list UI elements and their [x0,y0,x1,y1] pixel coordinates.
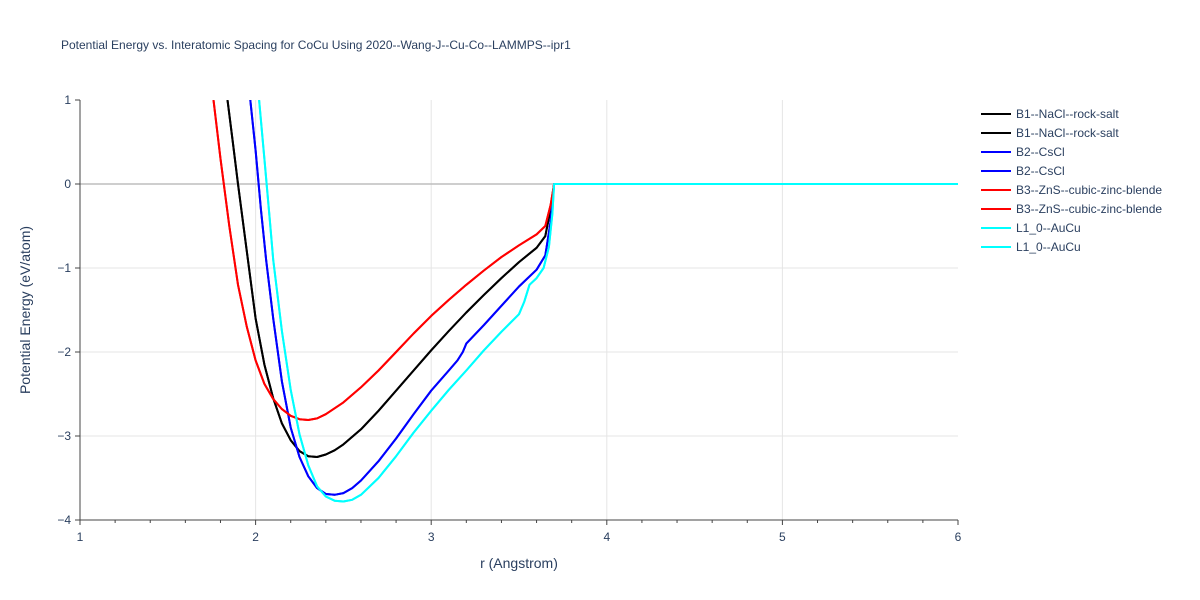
series-line-b1-nacl-rock-salt-1 [226,100,958,458]
x-tick-labels: 1 2 3 4 5 6 [77,530,962,544]
y-tick-label: −4 [57,513,71,527]
legend-label: B2--CsCl [1016,164,1065,178]
x-tick-label: 2 [252,530,259,544]
series-line-b3-zns-cubic-zinc-blende-5 [212,100,958,421]
y-tick-label: −2 [57,345,71,359]
chart-title: Potential Energy vs. Interatomic Spacing… [61,38,571,52]
y-tick-labels: 1 0 −1 −2 −3 −4 [57,93,71,527]
series-line-b2-cscl-3 [249,100,958,496]
legend-item[interactable]: L1_0--AuCu [981,221,1081,235]
x-tick-label: 6 [955,530,962,544]
y-tick-label: 1 [64,93,71,107]
x-tick-label: 4 [603,530,610,544]
legend-item[interactable]: B3--ZnS--cubic-zinc-blende [981,183,1162,197]
legend-label: B2--CsCl [1016,145,1065,159]
y-axis-title: Potential Energy (eV/atom) [17,226,33,394]
grid-lines [75,99,959,525]
legend-label: B1--NaCl--rock-salt [1016,126,1119,140]
series-lines [212,100,958,503]
legend-label: L1_0--AuCu [1016,221,1081,235]
axes [79,100,958,521]
legend-label: L1_0--AuCu [1016,240,1081,254]
y-tick-label: 0 [64,177,71,191]
legend[interactable]: B1--NaCl--rock-salt B1--NaCl--rock-salt B2… [981,107,1162,254]
legend-item[interactable]: B3--ZnS--cubic-zinc-blende [981,202,1162,216]
legend-label: B1--NaCl--rock-salt [1016,107,1119,121]
legend-item[interactable]: B1--NaCl--rock-salt [981,126,1119,140]
x-tick-label: 1 [77,530,84,544]
legend-item[interactable]: L1_0--AuCu [981,240,1081,254]
legend-item[interactable]: B2--CsCl [981,164,1065,178]
series-line-l1-0-aucu-7 [258,100,958,503]
legend-item[interactable]: B1--NaCl--rock-salt [981,107,1119,121]
y-tick-label: −3 [57,429,71,443]
x-tick-label: 5 [779,530,786,544]
legend-item[interactable]: B2--CsCl [981,145,1065,159]
y-tick-label: −1 [57,261,71,275]
legend-label: B3--ZnS--cubic-zinc-blende [1016,183,1162,197]
x-axis-title: r (Angstrom) [480,555,558,571]
x-tick-label: 3 [428,530,435,544]
legend-label: B3--ZnS--cubic-zinc-blende [1016,202,1162,216]
series-line-l1-0-aucu-6 [258,100,958,503]
series-line-b1-nacl-rock-salt-0 [226,100,958,458]
series-line-b3-zns-cubic-zinc-blende-4 [212,100,958,421]
